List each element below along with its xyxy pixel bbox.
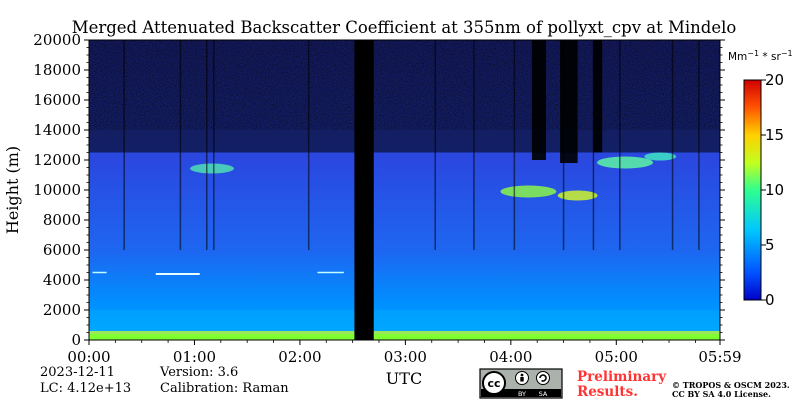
- cloud-layer: [190, 152, 677, 201]
- y-tick-label: 14000: [33, 121, 81, 139]
- svg-text:cc: cc: [487, 377, 500, 390]
- plot-area: [88, 39, 721, 341]
- footer-date: 2023-12-11: [40, 365, 115, 380]
- x-tick-label: 05:00: [595, 348, 638, 366]
- cloud-shadow: [560, 40, 578, 163]
- colorbar-gradient: [743, 79, 762, 301]
- y-axis-label: Height (m): [3, 146, 22, 234]
- x-tick-label: 01:00: [173, 348, 216, 366]
- y-tick-label: 2000: [43, 301, 81, 319]
- colorbar-tick-label: 10: [765, 181, 784, 199]
- y-tick-label: 12000: [33, 151, 81, 169]
- footer-version: Version: 3.6: [159, 365, 238, 380]
- y-tick-label: 6000: [43, 241, 81, 259]
- x-axis: 00:00 01:00 02:00 03:00 04:00 05:00 05:59: [67, 340, 742, 366]
- y-tick-label: 20000: [33, 31, 81, 49]
- colorbar-tick-label: 0: [765, 291, 775, 309]
- y-axis: 0 2000 4000 6000 8000 10000 12000 14000 16000 180…: [33, 31, 725, 349]
- chart-title: Merged Attenuated Backscatter Coefficien…: [72, 18, 737, 37]
- cc-logo-icon: cc: [482, 371, 506, 395]
- noise-region: [89, 40, 720, 153]
- attribution-icon: [515, 371, 529, 385]
- svg-text:Results.: Results.: [577, 384, 638, 400]
- boundary-layer: [89, 310, 720, 333]
- share-alike-icon: [536, 371, 550, 385]
- svg-text:SA: SA: [539, 390, 548, 398]
- cloud-patch: [644, 152, 677, 161]
- svg-text:Preliminary: Preliminary: [577, 369, 667, 385]
- cloud-patch: [190, 163, 235, 174]
- preliminary-notice: Preliminary Results.: [577, 369, 667, 400]
- footer-calibration: Calibration: Raman: [160, 381, 289, 396]
- y-tick-label: 16000: [33, 91, 81, 109]
- y-tick-label: 0: [71, 331, 81, 349]
- colorbar: 0 5 10 15 20: [743, 71, 784, 309]
- x-tick-label: 00:00: [67, 348, 110, 366]
- colorbar-unit: Mm−1 * sr−1: [728, 49, 793, 63]
- svg-text:CC BY SA 4.0 License.: CC BY SA 4.0 License.: [672, 389, 771, 399]
- footer-lc: LC: 4.12e+13: [40, 381, 131, 396]
- x-tick-label: 05:59: [698, 348, 741, 366]
- copyright-notice: © TROPOS & OSCM 2023. CC BY SA 4.0 Licen…: [672, 380, 790, 399]
- cloud-patch: [557, 190, 598, 201]
- svg-text:BY: BY: [518, 390, 526, 398]
- colorbar-tick-label: 5: [765, 236, 775, 254]
- x-axis-label: UTC: [386, 369, 422, 388]
- cloud-patch: [500, 185, 557, 198]
- y-tick-label: 4000: [43, 271, 81, 289]
- colorbar-tick-label: 15: [765, 126, 784, 144]
- cc-license-badge: cc BY SA: [479, 368, 563, 399]
- surface-layer: [89, 334, 720, 340]
- x-tick-label: 02:00: [278, 348, 321, 366]
- cloud-shadow: [531, 40, 546, 160]
- no-data-gap: [354, 40, 374, 340]
- svg-text:© TROPOS & OSCM 2023.: © TROPOS & OSCM 2023.: [672, 380, 790, 390]
- cloud-shadow: [593, 40, 603, 153]
- y-tick-label: 18000: [33, 61, 81, 79]
- y-tick-label: 10000: [33, 181, 81, 199]
- y-tick-label: 8000: [43, 211, 81, 229]
- cloud-patch: [597, 156, 654, 169]
- colorbar-tick-label: 20: [765, 71, 784, 89]
- x-tick-label: 04:00: [489, 348, 532, 366]
- x-tick-label: 03:00: [384, 348, 427, 366]
- footer-info: 2023-12-11 LC: 4.12e+13 Version: 3.6 Cal…: [40, 365, 289, 396]
